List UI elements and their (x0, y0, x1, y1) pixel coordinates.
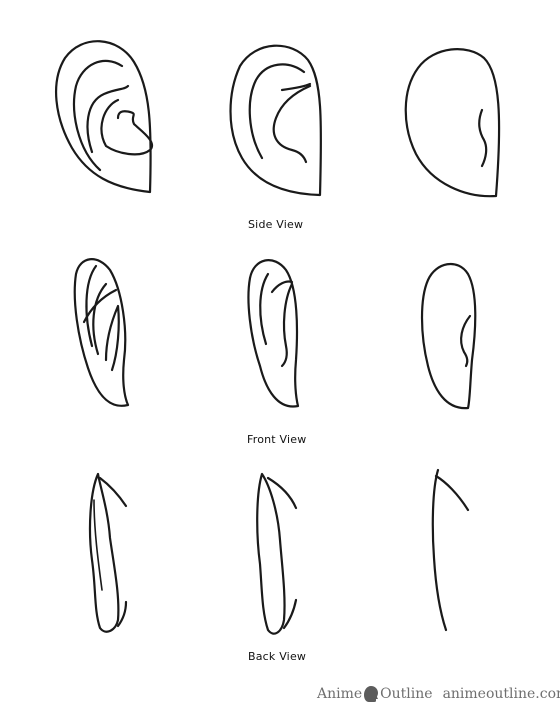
back-view-caption: Back View (248, 650, 307, 663)
front-view-detailed-ear (73, 258, 130, 407)
concha-tragus (100, 98, 153, 156)
cross-fold (82, 288, 118, 324)
concha (104, 304, 120, 372)
tragus-curve (478, 108, 488, 168)
watermark: Anime Outline animeoutline.com (317, 683, 560, 705)
inner-rim (93, 499, 103, 591)
ear-back-edge (266, 476, 298, 510)
side-view-outline-ear (404, 48, 501, 198)
outer-helix-rim (229, 44, 323, 197)
outer-helix-rim (54, 40, 152, 194)
outer-helix-rim (420, 263, 477, 410)
back-view-outline-ear (431, 468, 470, 632)
outer-helix-rim (247, 259, 300, 408)
inner-helix-fold (248, 63, 306, 160)
side-view-detailed-ear (54, 40, 153, 194)
inner-fold-1 (85, 264, 98, 348)
antihelix (280, 82, 312, 92)
antihelix (86, 84, 130, 154)
outer-helix-rim (404, 48, 501, 198)
outer-rim-front (88, 472, 120, 633)
outer-helix-rim (73, 258, 130, 407)
inner-helix-fold (72, 59, 124, 172)
front-view-outline-ear (420, 263, 477, 410)
watermark-brand-left: Anime (317, 686, 363, 702)
watermark-brand-right: Outline (380, 686, 433, 702)
lobe-back (116, 600, 128, 628)
ear-back-edge (98, 476, 128, 508)
side-view-simplified-ear (229, 44, 323, 197)
antihelix (270, 280, 294, 294)
tragus-curve (460, 314, 472, 368)
concha (272, 84, 312, 164)
watermark-url: animeoutline.com (442, 686, 560, 702)
back-view-medium-ear (256, 472, 298, 635)
front-view-caption: Front View (247, 433, 307, 446)
front-view-medium-ear (247, 259, 300, 408)
outer-rim (431, 468, 448, 632)
watermark-brand: Anime Outline (317, 685, 433, 703)
side-view-caption: Side View (248, 218, 304, 231)
back-view-detailed-ear (88, 472, 128, 633)
lobe-back (282, 598, 298, 630)
head-silhouette-icon (364, 686, 379, 702)
inner-helix-fold (259, 272, 270, 346)
inner-fold-2 (92, 282, 108, 356)
ear-back-edge (434, 474, 470, 512)
outer-rim-front (256, 472, 286, 635)
concha (280, 282, 294, 368)
